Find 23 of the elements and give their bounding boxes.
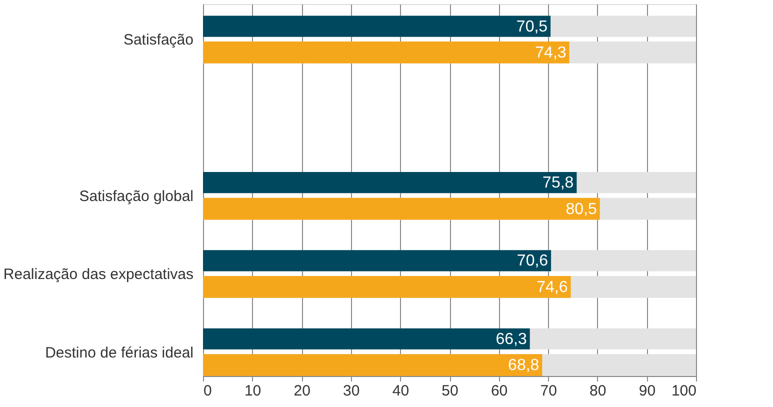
- y-tick-label: Satisfação: [123, 32, 194, 49]
- data-label: 74,3: [535, 44, 566, 62]
- x-tick-label: 20: [294, 382, 310, 400]
- data-label: 70,5: [516, 18, 548, 36]
- data-label: 70,6: [516, 252, 548, 270]
- x-tick-label: 90: [638, 382, 656, 400]
- y-tick-label: Realização das expectativas: [3, 266, 194, 284]
- y-tick-label: Satisfação global: [79, 188, 194, 205]
- data-label: 74,6: [536, 278, 568, 296]
- data-label: 68,8: [508, 357, 540, 374]
- x-tick-label: 40: [392, 382, 410, 400]
- x-tick-label: 80: [590, 382, 606, 400]
- y-tick-label: Destino de férias ideal: [45, 344, 194, 362]
- x-tick-label: 10: [244, 382, 262, 400]
- x-tick-label: 60: [490, 382, 508, 400]
- data-label: 66,3: [496, 330, 527, 348]
- x-tick-label: 30: [343, 382, 360, 400]
- x-tick-label: 70: [540, 382, 557, 400]
- x-tick-label: 100: [671, 382, 696, 400]
- data-label: 80,5: [566, 200, 597, 218]
- data-label: 75,8: [542, 174, 574, 192]
- x-tick-label: 50: [442, 382, 458, 400]
- x-tick-label: 0: [204, 382, 212, 400]
